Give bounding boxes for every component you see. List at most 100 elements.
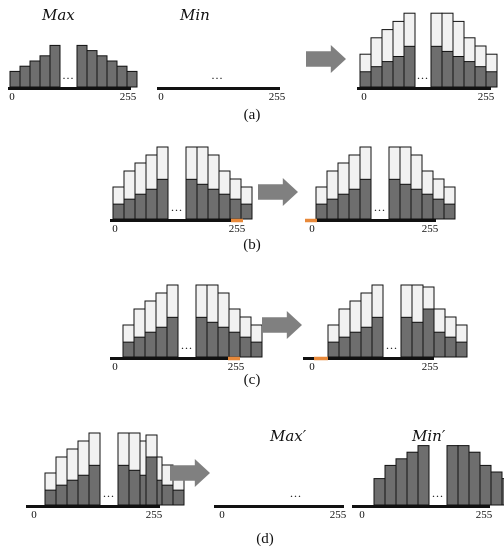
tick-255: 255 (269, 91, 286, 103)
bin-max (400, 316, 413, 358)
tick-0: 0 (219, 509, 225, 521)
bin-max (370, 66, 383, 88)
bin-max (490, 471, 503, 506)
panel-a: Max Min ... 0 255 ... 0 255 ... 0 255 (a) (8, 6, 498, 123)
min-prime-title: Min′ (411, 427, 446, 445)
panel-b: ... 0 255 ... 0 255 (b) (110, 146, 456, 253)
tick-0: 0 (31, 509, 37, 521)
bin-max (123, 198, 136, 220)
bin-max (349, 331, 362, 358)
bin-max (403, 45, 416, 88)
caption-c: (c) (244, 372, 261, 388)
arrow-shape (262, 311, 302, 339)
bin-max (122, 341, 135, 358)
bin-max (195, 316, 208, 358)
max-title: Max (41, 6, 75, 24)
ellipsis-dots: ... (432, 486, 444, 500)
tick-255: 255 (146, 509, 163, 521)
bin-max (384, 464, 397, 506)
tick-255: 255 (330, 509, 347, 521)
right-arrow-icon (258, 178, 298, 206)
bin-max (443, 203, 456, 220)
bin-max (250, 341, 263, 358)
bin-max (172, 489, 185, 506)
ellipsis-dots: ... (417, 68, 429, 82)
arrow-shape (306, 45, 346, 73)
ellipsis-dots: ... (386, 338, 398, 352)
min-histogram: ... 0 255 (157, 68, 286, 103)
ellipsis-dots: ... (374, 200, 386, 214)
bin-max (501, 478, 504, 506)
bin-max (9, 70, 21, 88)
histogram-before-shift: ... 0 255 (110, 146, 253, 235)
panel-d: Max′ Min′ ... 0 255 ... 0 255 ... 0 255 (d) (26, 427, 504, 547)
merged-histogram: ... 0 255 (26, 432, 185, 521)
bin-max (337, 193, 350, 220)
bin-max (144, 331, 157, 358)
bin-max (185, 178, 198, 220)
bin-max (76, 44, 88, 88)
bin-max (207, 188, 220, 220)
arrow-shape (258, 178, 298, 206)
bin-max (433, 331, 446, 358)
right-arrow-icon (306, 45, 346, 73)
bin-max (452, 55, 465, 88)
bin-max (49, 44, 61, 88)
bin-max (134, 193, 147, 220)
bin-max (161, 484, 174, 506)
tick-255: 255 (120, 91, 137, 103)
bin-max (457, 445, 470, 506)
ellipsis-dots: ... (290, 486, 302, 500)
bin-max (29, 60, 41, 88)
bin-max (39, 55, 51, 88)
histogram-before-shift: ... 0 255 (110, 284, 263, 373)
bin-max (96, 55, 108, 88)
tick-255: 255 (228, 361, 245, 373)
bin-max (77, 474, 90, 506)
histogram-after-shift: ... 0 255 (303, 284, 468, 373)
bin-max (359, 178, 372, 220)
bin-max (19, 65, 31, 88)
bin-max (44, 489, 57, 506)
bin-max (166, 316, 179, 358)
bin-max (217, 326, 230, 358)
bin-max (126, 70, 138, 88)
bin-max (112, 203, 125, 220)
bin-max (455, 341, 468, 358)
bin-max (66, 479, 79, 506)
bin-max (88, 464, 101, 506)
max-histogram: ... 0 255 (8, 44, 138, 103)
bin-max (468, 451, 481, 506)
bin-max (399, 183, 412, 220)
min-title: Min (179, 6, 210, 24)
bin-max (479, 464, 492, 506)
bin-max (474, 66, 487, 88)
panel-c: ... 0 255 ... 0 255 (c) (110, 284, 468, 388)
bin-max (228, 331, 241, 358)
tick-0: 0 (309, 223, 315, 235)
ellipsis-dots: ... (212, 68, 224, 82)
bin-max (326, 198, 339, 220)
tick-0: 0 (158, 91, 164, 103)
caption-a: (a) (244, 107, 261, 123)
bin-max (406, 451, 419, 506)
bin-max (145, 456, 158, 506)
tick-255: 255 (229, 223, 246, 235)
bin-max (86, 50, 98, 88)
bin-max (485, 71, 498, 88)
bin-max (392, 55, 405, 88)
bin-max (156, 178, 169, 220)
bin-max (128, 469, 141, 506)
bin-max (116, 65, 128, 88)
bin-max (446, 445, 459, 506)
bin-max (410, 188, 423, 220)
bin-max (315, 203, 328, 220)
bin-max (239, 336, 252, 358)
tick-0: 0 (9, 91, 15, 103)
ellipsis-dots: ... (181, 338, 193, 352)
bin-max (360, 326, 373, 358)
bin-max (338, 336, 351, 358)
caption-d: (d) (256, 531, 274, 547)
max-prime-histogram: ... 0 255 (214, 486, 347, 521)
